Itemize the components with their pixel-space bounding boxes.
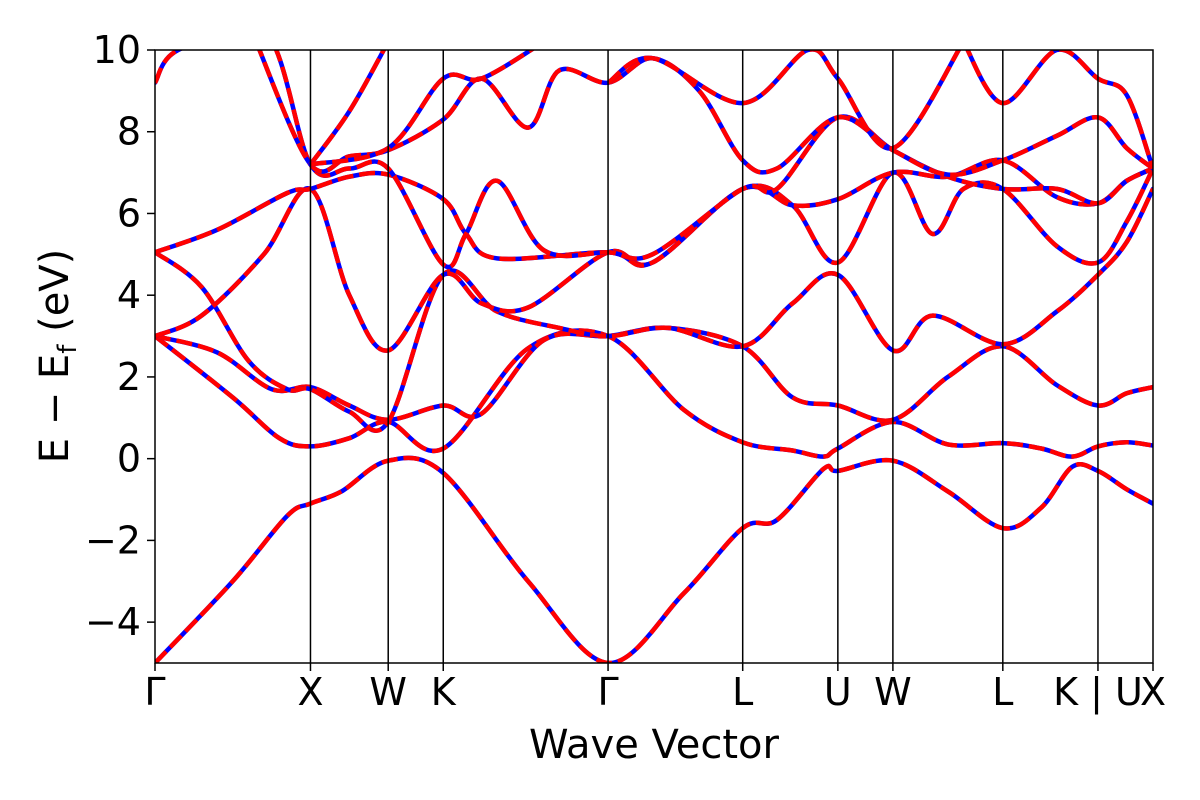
x-tick-label-5: Γ — [597, 670, 618, 714]
x-tick-label-11: X — [1140, 670, 1166, 714]
x-tick-label-1: Γ — [144, 670, 165, 714]
band-2-solid-line — [155, 328, 1153, 459]
bands-layer — [155, 50, 1153, 663]
band-10-dashed-line — [310, 50, 536, 167]
y-axis-title: E − Ef (eV) — [32, 249, 83, 464]
y-tick-label-2: −2 — [85, 518, 141, 562]
band-12-dashed-line — [965, 50, 1153, 170]
band-1-dashed-line — [155, 455, 1153, 663]
y-axis-title-unit: (eV) — [32, 249, 78, 332]
y-tick-label-5: 4 — [117, 273, 141, 317]
x-tick-label-4: K — [431, 670, 457, 714]
y-tick-label-3: 0 — [117, 437, 141, 481]
y-tick-label-8: 10 — [93, 28, 141, 72]
plot-frame — [154, 49, 1154, 664]
band-12-solid-line — [965, 50, 1153, 171]
band-8-dashed-line — [257, 50, 1153, 177]
y-axis-title-space — [32, 332, 78, 345]
y-tick-label-4: 2 — [117, 355, 141, 399]
band-9-dashed-line — [308, 50, 387, 166]
band-11-dashed-line — [606, 50, 962, 151]
x-tick-label-6: L — [732, 670, 753, 714]
x-tick-label-2: X — [297, 670, 323, 714]
y-tick-label-1: −4 — [85, 600, 141, 644]
x-tick-label-10: K | U — [1053, 670, 1143, 715]
x-tick-label-3: W — [369, 670, 407, 714]
x-tick-label-9: L — [992, 670, 1013, 714]
band-4-dashed-line — [155, 187, 1153, 433]
kpath-lines — [309, 50, 1099, 663]
x-tick-label-8: W — [874, 670, 912, 714]
x-axis-title: Wave Vector — [529, 722, 780, 768]
band-10-solid-line — [308, 50, 536, 167]
y-axis-title-main: E − E — [32, 354, 78, 464]
y-tick-label-6: 6 — [117, 191, 141, 235]
band-6-dashed-line — [155, 157, 1153, 268]
y-tick-label-7: 8 — [117, 110, 141, 154]
x-tick-label-7: U — [824, 670, 852, 714]
y-ticks: −4 −2 0 2 4 6 8 10 — [85, 28, 155, 644]
y-axis-title-sub: f — [53, 344, 83, 354]
